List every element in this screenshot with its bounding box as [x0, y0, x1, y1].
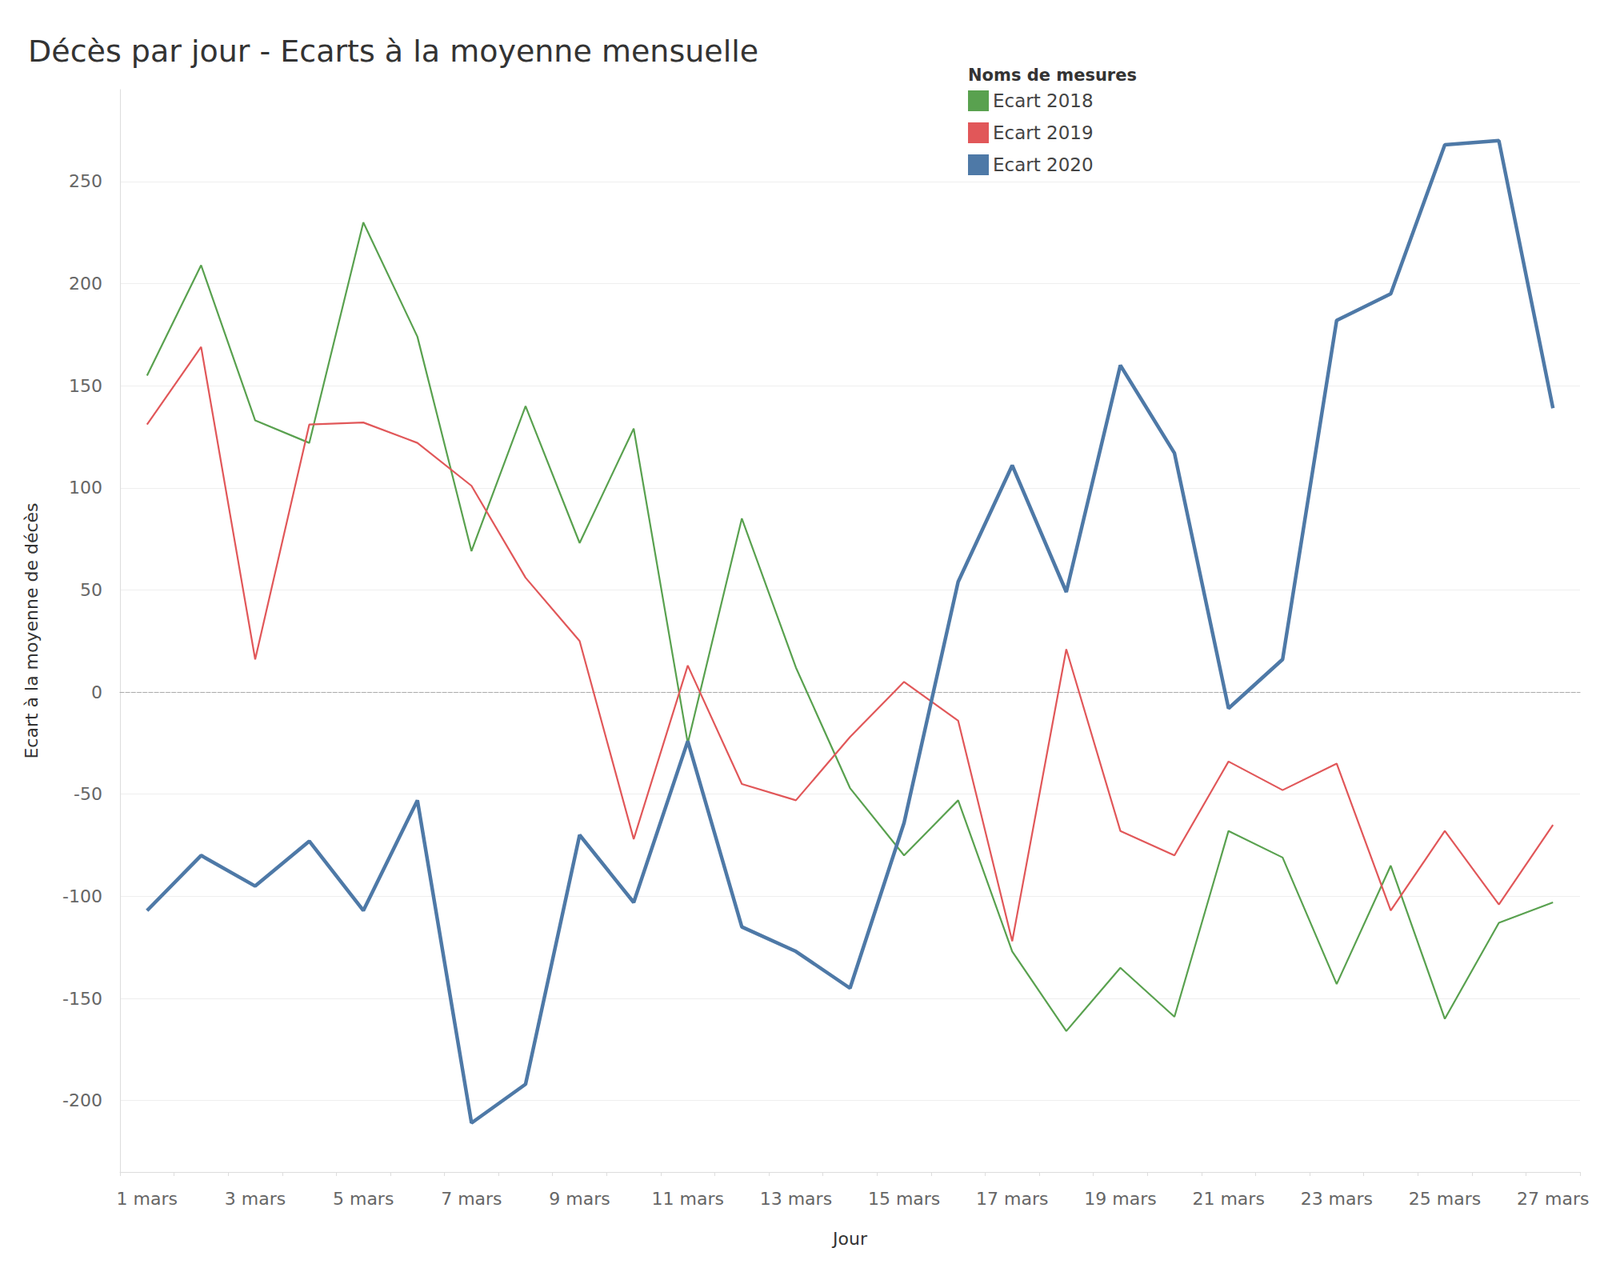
svg-text:19 mars: 19 mars	[1084, 1188, 1156, 1209]
svg-text:Décès par jour - Ecarts à la m: Décès par jour - Ecarts à la moyenne men…	[28, 33, 759, 69]
svg-text:Noms de mesures: Noms de mesures	[968, 65, 1137, 85]
svg-text:Ecart à la moyenne de décès: Ecart à la moyenne de décès	[21, 502, 42, 759]
svg-text:27 mars: 27 mars	[1516, 1188, 1589, 1209]
svg-text:Ecart 2019: Ecart 2019	[992, 122, 1094, 144]
svg-text:13 mars: 13 mars	[760, 1188, 832, 1209]
svg-text:9 mars: 9 mars	[548, 1188, 610, 1209]
svg-text:-200: -200	[62, 1090, 103, 1111]
svg-text:21 mars: 21 mars	[1192, 1188, 1264, 1209]
svg-text:150: 150	[68, 376, 103, 396]
svg-text:Ecart 2018: Ecart 2018	[992, 90, 1094, 112]
svg-text:11 mars: 11 mars	[652, 1188, 724, 1209]
svg-text:7 mars: 7 mars	[440, 1188, 502, 1209]
svg-text:25 mars: 25 mars	[1408, 1188, 1481, 1209]
svg-text:-100: -100	[62, 886, 103, 907]
svg-text:250: 250	[68, 171, 103, 192]
svg-text:200: 200	[68, 273, 103, 294]
svg-text:-50: -50	[73, 784, 103, 804]
svg-text:100: 100	[68, 477, 103, 498]
svg-text:15 mars: 15 mars	[868, 1188, 940, 1209]
svg-text:1 mars: 1 mars	[116, 1188, 178, 1209]
svg-text:50: 50	[80, 580, 103, 600]
svg-text:-150: -150	[62, 988, 103, 1009]
svg-text:5 mars: 5 mars	[332, 1188, 394, 1209]
svg-text:0: 0	[91, 682, 103, 703]
svg-text:3 mars: 3 mars	[224, 1188, 286, 1209]
svg-text:Jour: Jour	[831, 1228, 868, 1249]
svg-text:Ecart 2020: Ecart 2020	[992, 154, 1094, 176]
svg-text:17 mars: 17 mars	[976, 1188, 1048, 1209]
svg-text:23 mars: 23 mars	[1300, 1188, 1373, 1209]
